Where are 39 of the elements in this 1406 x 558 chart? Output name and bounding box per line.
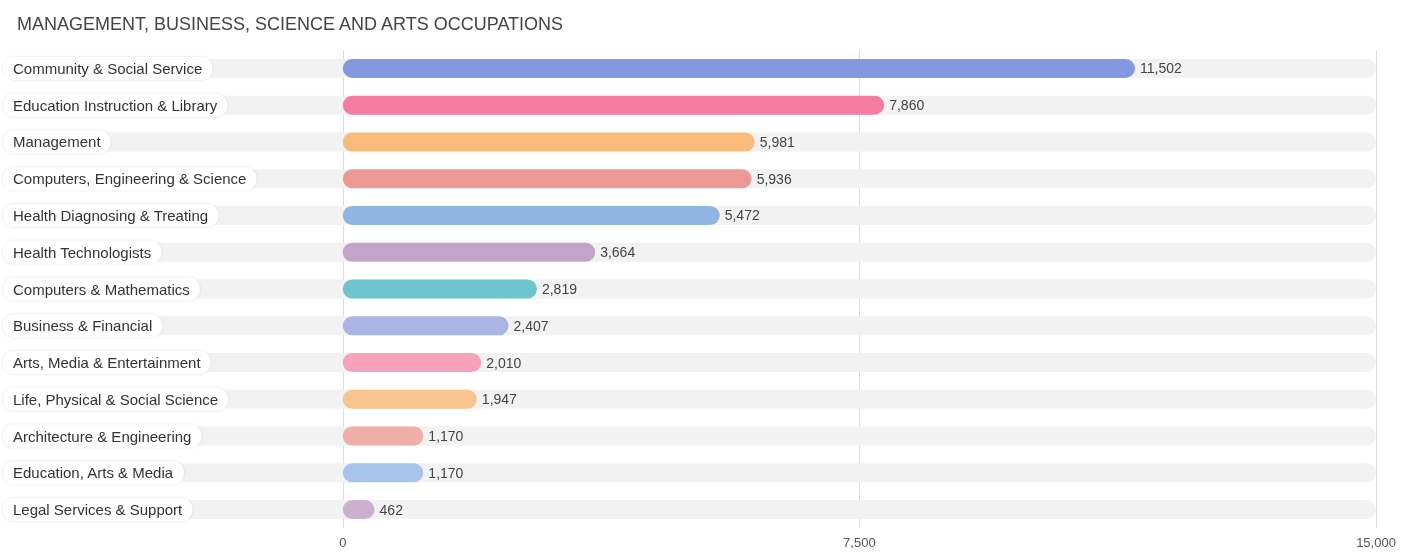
data-label: 462 [379, 501, 404, 518]
y-tick-label: Business & Financial [13, 317, 153, 335]
data-label: 1,170 [428, 428, 464, 445]
data-label: 1,170 [428, 464, 464, 481]
x-tick-label: 7,500 [843, 535, 876, 550]
data-label: 3,664 [600, 244, 636, 261]
y-tick-label: Education Instruction & Library [13, 96, 218, 114]
bar [342, 279, 537, 299]
data-label: 7,860 [889, 97, 925, 114]
y-tick-label: Computers & Mathematics [13, 280, 190, 298]
data-label: 2,819 [541, 281, 578, 297]
y-tick-label: Education, Arts & Media [13, 464, 174, 482]
y-tick-label: Computers, Engineering & Science [13, 170, 247, 188]
bar [342, 316, 509, 336]
data-label: 2,407 [513, 317, 549, 334]
bar [342, 353, 482, 373]
y-tick-label: Architecture & Engineering [13, 427, 192, 445]
y-tick-label: Legal Services & Support [13, 501, 184, 519]
data-label: 1,947 [481, 391, 518, 408]
bar [342, 426, 424, 446]
bar [342, 205, 720, 225]
chart-title: MANAGEMENT, BUSINESS, SCIENCE AND ARTS OCCUPATIONS [17, 14, 564, 34]
y-tick-label: Management [13, 133, 102, 151]
data-label: 5,472 [724, 207, 760, 224]
y-tick-label: Arts, Media & Entertainment [13, 354, 202, 372]
y-tick-label: Health Diagnosing & Treating [13, 206, 209, 224]
y-tick-label: Health Technologists [13, 243, 152, 261]
data-label: 11,502 [1140, 60, 1183, 77]
bar [342, 242, 596, 262]
x-tick-label: 0 [339, 535, 347, 550]
bar [342, 463, 424, 483]
bar [342, 389, 477, 409]
data-label: 2,010 [486, 354, 522, 371]
x-tick-label: 15,000 [1356, 535, 1396, 550]
data-label: 5,936 [756, 170, 792, 187]
bar [342, 132, 755, 152]
y-tick-label: Life, Physical & Social Science [13, 390, 219, 408]
y-tick-label: Community & Social Service [13, 59, 203, 77]
data-label: 5,981 [759, 133, 795, 150]
